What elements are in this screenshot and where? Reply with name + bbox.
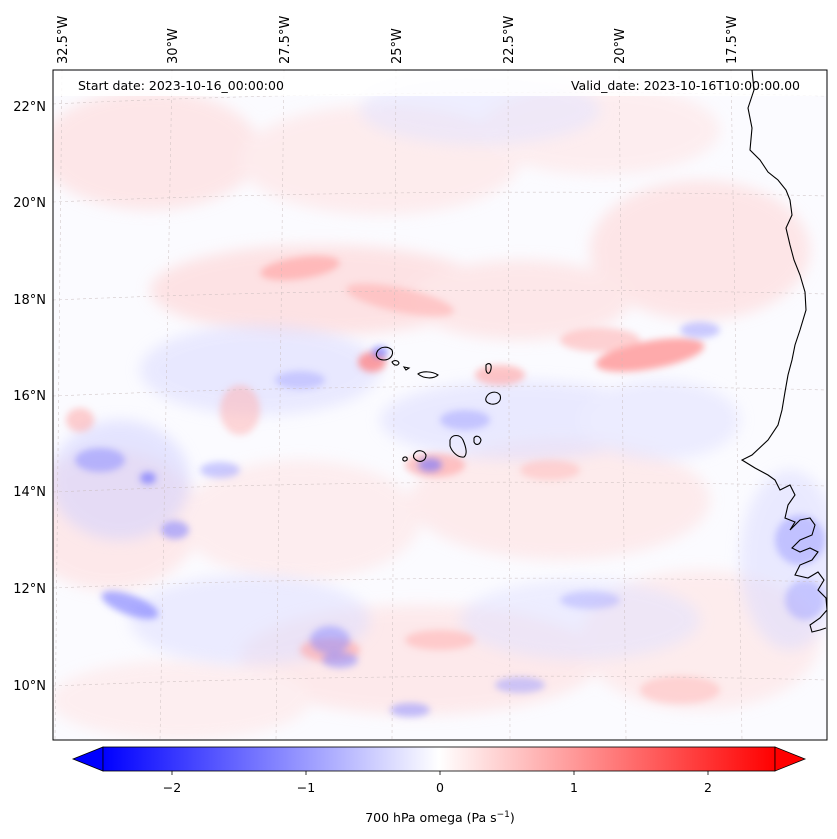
- colorbar-title-exponent: −1: [497, 810, 510, 820]
- gridline-lat-20: [53, 191, 827, 203]
- lon-tick-label: 32.5°W: [56, 16, 71, 64]
- gridline-lat-10: [53, 675, 827, 687]
- colorbar: −2 −1 0 1 2 700 hPa omega (Pa s−1): [71, 746, 807, 825]
- map-panel: Start date: 2023-10-16_00:00:00 Valid_da…: [52, 69, 828, 741]
- gridline-lat-14: [53, 481, 827, 493]
- colorbar-tick-label: 2: [704, 780, 712, 795]
- gridline-lat-22: [53, 92, 827, 105]
- lat-tick-label: 22°N: [13, 100, 46, 115]
- colorbar-title-main: 700 hPa omega (Pa s: [365, 810, 496, 825]
- colorbar-gradient: [102, 746, 776, 772]
- island-santiago: [449, 434, 467, 458]
- graticule: [53, 70, 827, 740]
- island-brava: [402, 456, 408, 462]
- gridline-lon-17.5: [730, 70, 743, 740]
- colorbar-extend-min: [71, 746, 104, 772]
- island-sao-vicente: [391, 360, 400, 366]
- lon-tick-label: 20°W: [613, 28, 628, 64]
- colorbar-extend-max: [774, 746, 807, 772]
- gridline-lon-30: [159, 70, 173, 740]
- gridline-lon-20: [618, 70, 627, 740]
- gridline-lon-32.5: [54, 70, 63, 740]
- longitude-axis: 32.5°W 30°W 27.5°W 25°W 22.5°W 20°W 17.5…: [56, 16, 740, 64]
- island-boa-vista: [485, 391, 501, 405]
- lon-tick-label: 30°W: [166, 28, 181, 64]
- lat-tick-label: 12°N: [13, 582, 46, 597]
- valid-date-label: Valid_date: 2023-10-16T10:00:00.00: [571, 78, 800, 93]
- gridline-lon-27.5: [275, 70, 285, 740]
- colorbar-tick-label: −2: [163, 780, 181, 795]
- colorbar-ticks: [171, 771, 709, 775]
- gridline-lat-16: [53, 385, 827, 397]
- island-santo-antao: [375, 346, 394, 361]
- latitude-axis: 22°N 20°N 18°N 16°N 14°N 12°N 10°N: [13, 100, 46, 694]
- lon-tick-label: 25°W: [390, 28, 405, 64]
- lat-tick-label: 14°N: [13, 485, 46, 500]
- colorbar-title-close: ): [510, 810, 515, 825]
- omega-negative-cores: [75, 322, 825, 717]
- african-coastline: [740, 70, 827, 633]
- island-sao-nicolau: [417, 371, 439, 379]
- gridline-lat-12: [53, 577, 827, 589]
- island-fogo: [412, 450, 427, 462]
- lat-tick-label: 16°N: [13, 389, 46, 404]
- gridline-lat-18: [53, 289, 827, 301]
- gridline-lon-25: [391, 70, 397, 740]
- lon-tick-label: 22.5°W: [502, 16, 517, 64]
- gridline-lon-22.5: [507, 70, 511, 740]
- colorbar-tick-label: −1: [297, 780, 315, 795]
- lat-tick-label: 10°N: [13, 679, 46, 694]
- coastlines: [375, 70, 827, 633]
- island-santa-luzia: [402, 366, 411, 371]
- map-frame: [52, 69, 828, 741]
- island-sal: [485, 363, 492, 374]
- omega-field: [53, 75, 827, 740]
- colorbar-tick-label: 0: [436, 780, 444, 795]
- island-maio: [473, 435, 482, 445]
- start-date-label: Start date: 2023-10-16_00:00:00: [78, 78, 284, 93]
- lat-tick-label: 18°N: [13, 293, 46, 308]
- colorbar-title: 700 hPa omega (Pa s−1): [365, 810, 515, 825]
- lon-tick-label: 27.5°W: [278, 16, 293, 64]
- colorbar-tick-label: 1: [570, 780, 578, 795]
- lat-tick-label: 20°N: [13, 196, 46, 211]
- omega-negative-wash: [53, 75, 827, 665]
- lon-tick-label: 17.5°W: [725, 16, 740, 64]
- date-header-strip: [54, 71, 826, 96]
